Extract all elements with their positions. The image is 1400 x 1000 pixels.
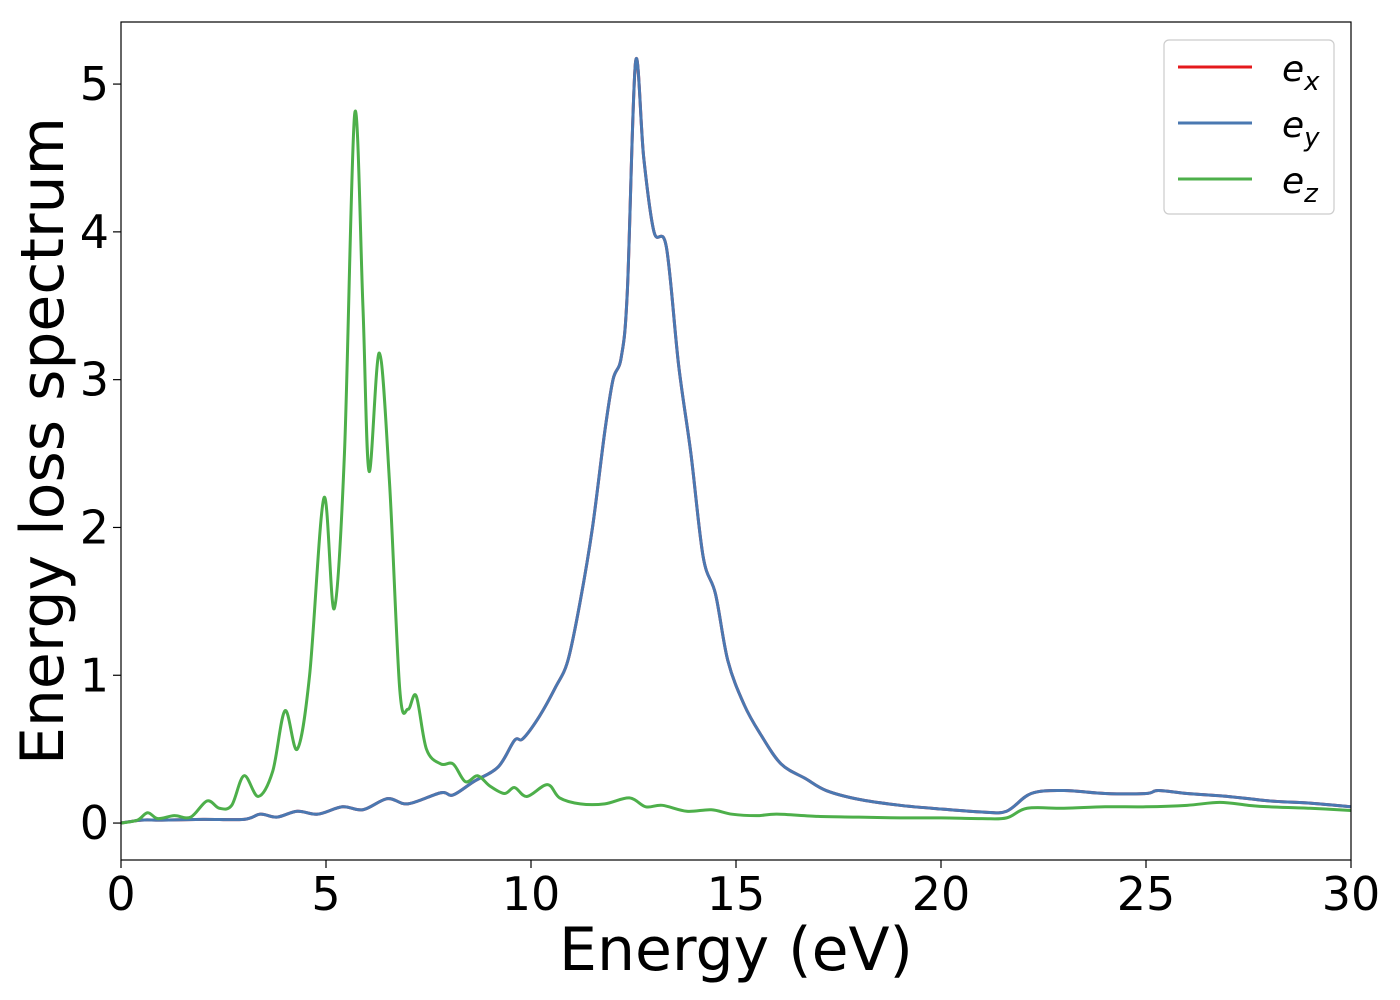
y-tick-label: 5	[80, 57, 109, 111]
legend-label: ez	[1282, 161, 1319, 209]
series-line-e-y	[121, 57, 1351, 825]
x-tick-label: 15	[707, 867, 766, 921]
legend-box	[1163, 39, 1335, 215]
legend-label: ex	[1282, 49, 1320, 97]
legend-label: ey	[1282, 105, 1320, 153]
y-tick-label: 4	[80, 205, 109, 259]
axis-layer: 0 5 10 15 20 25 30 0 1 2 3 4 5	[80, 57, 1381, 921]
y-tick-label: 1	[80, 648, 109, 702]
x-tick-label: 0	[106, 867, 135, 921]
series-line-e-z	[121, 109, 1351, 825]
x-tick-label: 5	[311, 867, 340, 921]
x-tick-label: 25	[1117, 867, 1176, 921]
y-tick-label: 2	[80, 500, 109, 554]
legend: ex ey ez	[1163, 39, 1335, 215]
x-tick-label: 30	[1322, 867, 1381, 921]
x-axis-label: Energy (eV)	[559, 915, 913, 985]
x-tick-label: 20	[912, 867, 971, 921]
series-layer	[121, 57, 1351, 825]
x-tick-label: 10	[502, 867, 561, 921]
y-tick-label: 3	[80, 353, 109, 407]
y-axis-label: Energy loss spectrum	[8, 117, 78, 765]
y-tick-label: 0	[80, 796, 109, 850]
